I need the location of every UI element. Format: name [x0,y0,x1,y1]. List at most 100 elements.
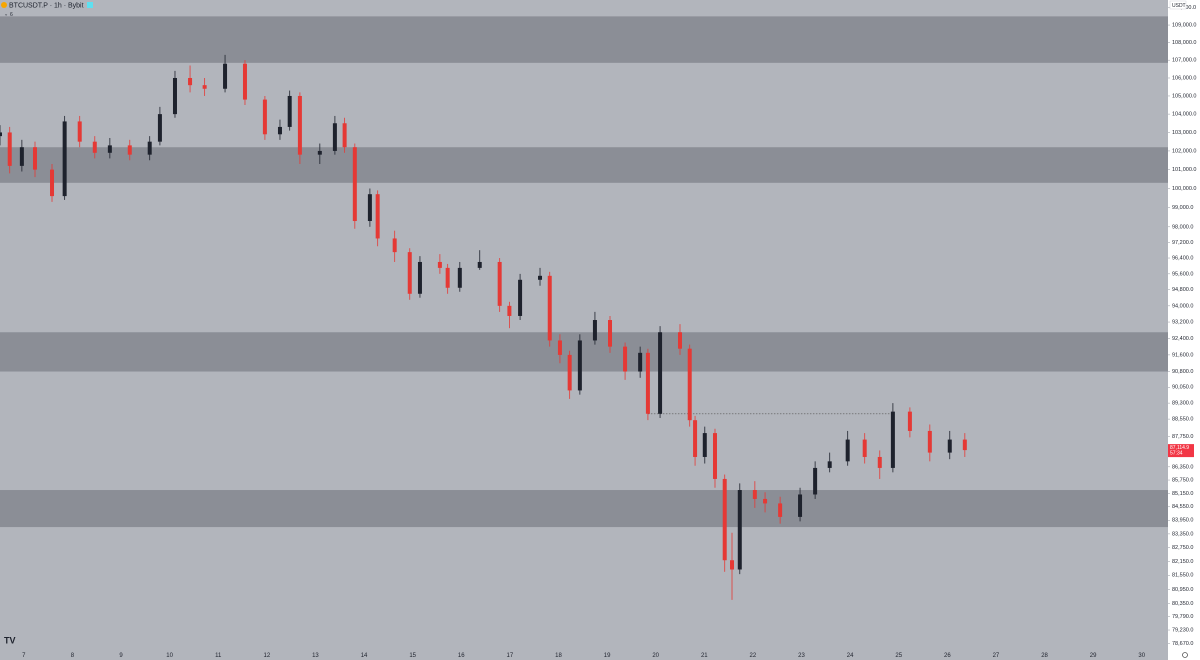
y-tick-label: 79,230.0 [1172,627,1193,633]
countdown: 57:34 [1170,450,1183,456]
y-tick-label: 93,200.0 [1172,320,1193,326]
candle-body [877,456,882,468]
settings-icon[interactable] [1182,652,1188,658]
candle-body [223,63,228,89]
indicator-count[interactable]: 6 [10,12,13,18]
candle-body [547,275,552,341]
symbol-icon [1,2,7,8]
zones [0,16,1168,528]
y-tick-label: 80,950.0 [1172,587,1193,593]
candle-body [297,95,302,155]
x-tick-label: 29 [1090,653,1097,659]
candle-body [392,238,397,253]
candle-body [712,433,717,479]
candle-body [457,267,462,288]
candle-body [417,261,422,294]
candle-body [342,123,347,148]
y-tick-label: 99,000.0 [1172,205,1193,211]
collapse-arrow[interactable]: ⌄ [4,11,8,17]
candle-body [645,352,650,414]
y-tick-label: 100,000.0 [1172,186,1196,192]
candle-body [737,490,742,570]
candle-body [437,261,442,268]
candle-body [813,467,818,495]
candle-body [188,77,193,86]
y-tick-label: 78,670.0 [1172,641,1193,647]
y-tick-label: 80,350.0 [1172,601,1193,607]
candle-body [763,498,768,504]
x-tick-label: 10 [166,653,173,659]
x-tick-label: 26 [944,653,951,659]
y-tick-label: 79,790.0 [1172,614,1193,620]
y-tick-label: 83,350.0 [1172,531,1193,537]
x-tick-label: 18 [555,653,562,659]
x-tick-label: 23 [798,653,805,659]
candle-body [927,430,932,453]
x-tick-label: 9 [119,653,123,659]
x-tick-label: 27 [993,653,1000,659]
candle-body [367,194,372,222]
candle-body [890,411,895,468]
x-tick-label: 22 [750,653,757,659]
last-price-label: 87,114.9 [1170,445,1189,451]
zone [0,490,1168,528]
y-tick-label: 95,600.0 [1172,271,1193,277]
candle-body [92,141,97,153]
candle-body [845,439,850,462]
candle-body [62,121,67,197]
candle-body [287,95,292,127]
y-tick-label: 103,000.0 [1172,130,1196,136]
x-tick-label: 8 [71,653,75,659]
logo[interactable]: TV [4,635,16,645]
candle-body [497,261,502,306]
y-tick-label: 87,750.0 [1172,434,1193,440]
x-tick-label: 12 [264,653,271,659]
candle-body [567,354,572,391]
candle-body [827,461,832,468]
candle-body [19,147,24,166]
candle-body [317,150,322,155]
candle-body [352,147,357,222]
candle-body [798,494,803,517]
x-tick-label: 13 [312,653,319,659]
currency-box[interactable] [1169,0,1187,10]
candle-body [242,63,247,100]
candle-body [332,123,337,151]
y-tick-label: 102,000.0 [1172,148,1196,154]
y-tick-label: 96,400.0 [1172,255,1193,261]
last-price-box [1168,444,1194,458]
y-tick-label: 81,550.0 [1172,573,1193,579]
candle-body [778,503,783,517]
candle-body [407,252,412,294]
y-tick-label: 90,050.0 [1172,385,1193,391]
x-tick-label: 15 [409,653,416,659]
candle-body [202,85,207,89]
candle-body [0,132,2,137]
x-tick-label: 25 [895,653,902,659]
x-tick-label: 24 [847,653,854,659]
candle-body [277,126,282,135]
candle-body [702,433,707,457]
price-scale [1168,0,1200,660]
y-tick-label: 92,400.0 [1172,336,1193,342]
x-tick-label: 14 [361,653,368,659]
y-tick-label: 94,000.0 [1172,303,1193,309]
y-tick-label: 105,000.0 [1172,93,1196,99]
candle-body [262,99,267,135]
candle-body [50,169,55,197]
y-tick-label: 94,800.0 [1172,287,1193,293]
time-scale [0,650,1168,660]
y-tick-label: 98,000.0 [1172,224,1193,230]
y-tick-label: 85,750.0 [1172,478,1193,484]
candle-body [577,340,582,391]
x-tick-label: 7 [22,653,26,659]
candles [0,54,967,600]
x-tick-label: 17 [507,653,514,659]
x-tick-label: 11 [215,653,222,659]
candle-body [907,411,912,431]
x-tick-label: 16 [458,653,465,659]
y-tick-label: 88,550.0 [1172,417,1193,423]
y-tick-label: 108,000.0 [1172,40,1196,46]
